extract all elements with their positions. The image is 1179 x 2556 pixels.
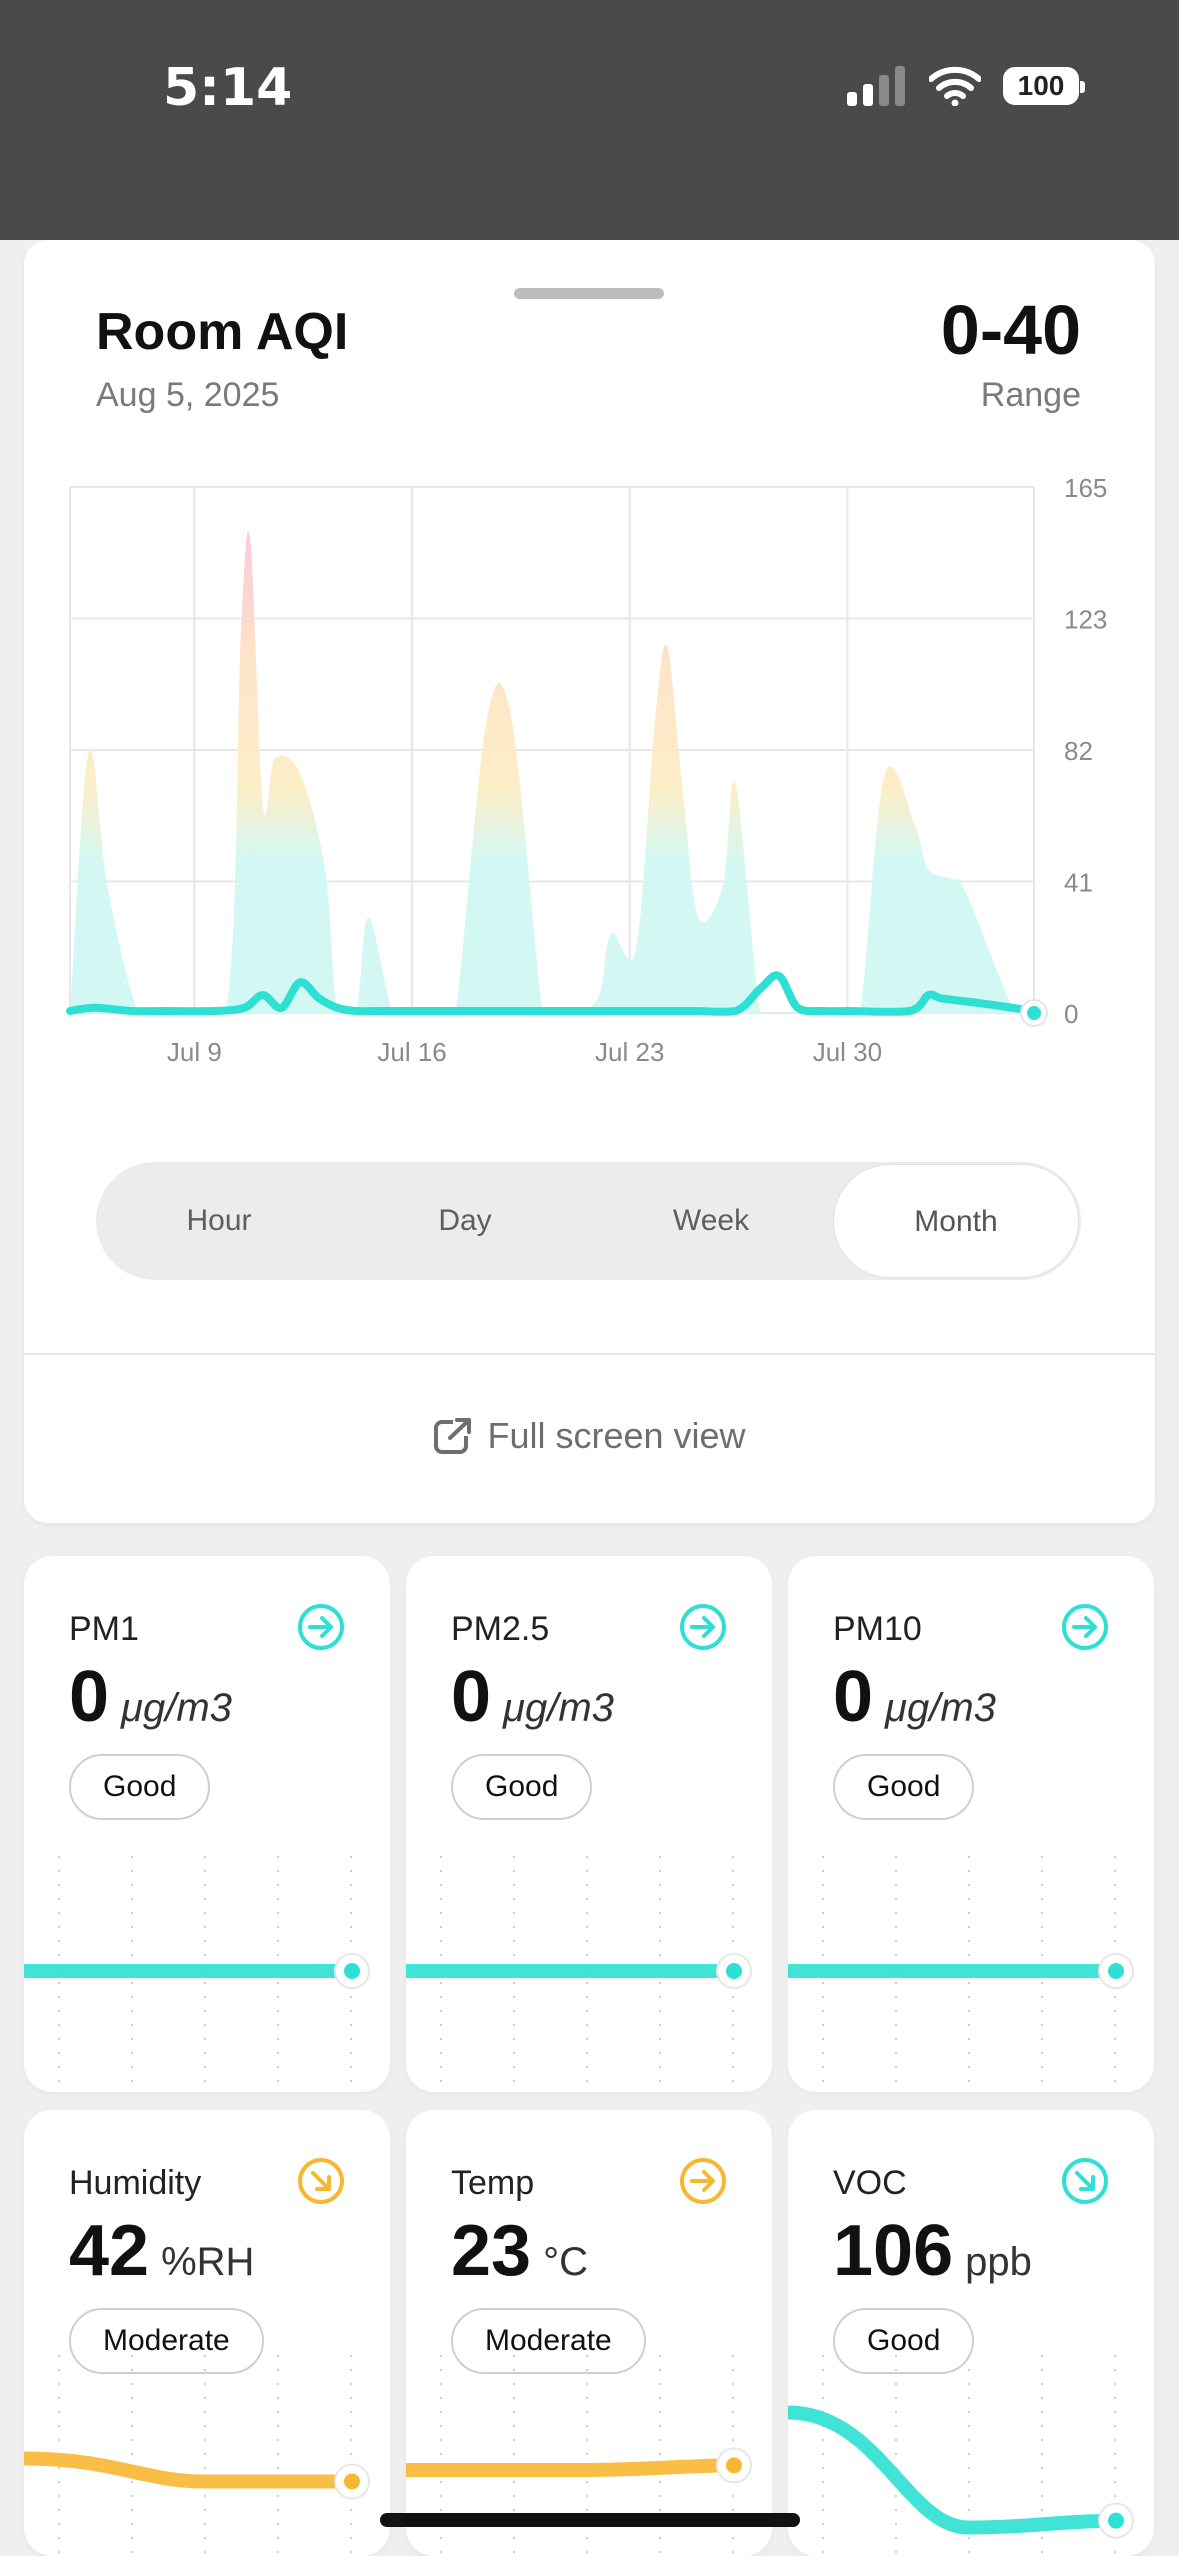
x-tick-label: Jul 23 [595,1037,664,1067]
metric-number: 0 [833,1657,874,1737]
arrow-right-icon[interactable] [678,2156,728,2206]
metric-number: 23 [451,2211,532,2291]
aqi-sheet: Room AQI Aug 5, 2025 0-40 Range 165 123 82… [24,240,1155,1523]
metric-unit: μg/m3 [121,1686,232,1730]
home-indicator[interactable] [380,2513,800,2527]
arrow-right-icon[interactable] [1060,1602,1110,1652]
y-tick-label: 41 [1064,868,1093,898]
sparkline [24,2355,370,2556]
tab-hour[interactable]: Hour [186,1204,252,1237]
metric-number: 106 [833,2211,954,2291]
sparkline-end-dot-inner [344,1963,360,1979]
arrow-down-right-icon[interactable] [1060,2156,1110,2206]
metric-card-pm25[interactable]: PM2.5 0 μg/m3 Good [406,1556,772,2092]
tab-day[interactable]: Day [438,1204,492,1237]
sparkline-path [788,2405,1123,2535]
signal-icon [847,66,905,106]
metric-unit: °C [543,2240,588,2284]
status-badge: Good [451,1754,593,1820]
status-badge: Good [833,1754,975,1820]
sparkline [788,2355,1134,2556]
metric-unit: μg/m3 [503,1686,614,1730]
metric-number: 42 [69,2211,150,2291]
y-tick-label: 82 [1064,736,1093,766]
metric-value: 23 °C [451,2210,588,2292]
sparkline-end-dot-inner [1108,2512,1124,2529]
status-icons: 100 [847,66,1085,106]
status-time: 5:14 [163,58,293,118]
metric-name: PM1 [69,1610,139,1648]
sparkline-end-dot-inner [726,1963,742,1979]
arrow-right-icon[interactable] [678,1602,728,1652]
sparkline-path [24,2451,359,2489]
sparkline-end-dot-inner [726,2457,742,2474]
sparkline-end-dot-inner [344,2473,360,2490]
arrow-right-icon[interactable] [296,1602,346,1652]
page-title: Room AQI [96,303,349,361]
metric-number: 0 [451,1657,492,1737]
sparkline-path [406,2458,741,2477]
x-tick-label: Jul 16 [377,1037,446,1067]
y-tick-label: 0 [1064,999,1078,1029]
metric-name: Humidity [69,2164,202,2202]
metric-name: Temp [451,2164,535,2202]
metric-card-pm1[interactable]: PM1 0 μg/m3 Good [24,1556,390,2092]
metric-card-humidity[interactable]: Humidity 42 %RH Moderate [24,2110,390,2556]
metric-value: 42 %RH [69,2210,254,2292]
battery-level: 100 [1017,70,1065,101]
status-badge: Good [69,1754,211,1820]
metric-number: 0 [69,1657,110,1737]
chart-labels: 165 123 82 41 0 Jul 9 Jul 16 Jul 23 Jul 30 [167,473,1107,1067]
full-screen-label: Full screen view [487,1415,746,1456]
divider [24,1353,1155,1355]
battery-icon: 100 [1003,67,1085,105]
metric-unit: ppb [965,2240,1032,2284]
chart-line-avg [66,971,1038,1016]
metric-value: 0 μg/m3 [451,1656,614,1738]
sparkline [24,1856,370,2086]
metric-value: 0 μg/m3 [833,1656,996,1738]
status-badge: Moderate [69,2308,264,2374]
period-segmented-control: Hour Day Week Month [96,1162,1081,1280]
metric-card-temp[interactable]: Temp 23 °C Moderate [406,2110,772,2556]
status-badge: Moderate [451,2308,646,2374]
arrow-down-right-icon[interactable] [296,2156,346,2206]
metric-unit: %RH [161,2240,255,2284]
external-link-icon [434,1416,474,1454]
sparkline [406,1856,752,2086]
x-tick-label: Jul 9 [167,1037,222,1067]
sparkline [406,2355,752,2556]
chart-date: Aug 5, 2025 [96,376,280,414]
status-badge: Good [833,2308,975,2374]
metric-card-pm10[interactable]: PM10 0 μg/m3 Good [788,1556,1154,2092]
tab-month[interactable]: Month [833,1164,1079,1278]
metric-card-voc[interactable]: VOC 106 ppb Good [788,2110,1154,2556]
x-tick-label: Jul 30 [813,1037,882,1067]
range-value: 0-40 [940,291,1081,369]
sparkline-end-dot-inner [1108,1963,1124,1979]
aqi-chart[interactable]: 165 123 82 41 0 Jul 9 Jul 16 Jul 23 Jul 30 [24,240,1155,1100]
range-label: Range [980,376,1081,414]
status-bar: 5:14 100 [0,0,1179,240]
y-tick-label: 165 [1064,473,1107,503]
wifi-icon [929,66,981,106]
full-screen-button[interactable]: Full screen view [24,1415,1155,1457]
metric-unit: μg/m3 [885,1686,996,1730]
chart-end-dot-inner [1027,1006,1041,1020]
sheet-grabber[interactable] [514,288,664,299]
metric-name: VOC [833,2164,907,2202]
metric-name: PM10 [833,1610,922,1648]
chart-area-max [70,531,1034,1013]
tab-week[interactable]: Week [672,1204,750,1237]
y-tick-label: 123 [1064,605,1107,635]
metric-value: 0 μg/m3 [69,1656,232,1738]
sparkline [788,1856,1134,2086]
metric-name: PM2.5 [451,1610,550,1648]
metric-value: 106 ppb [833,2210,1032,2292]
